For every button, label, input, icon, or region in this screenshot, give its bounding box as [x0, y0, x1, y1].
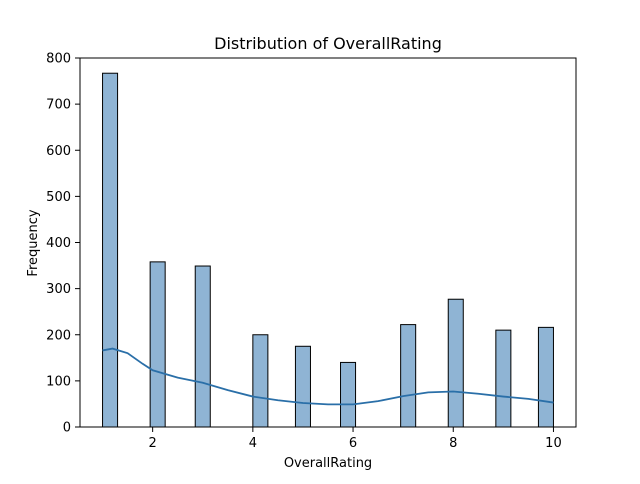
- y-tick-label: 0: [63, 421, 71, 436]
- y-axis-label: Frequency: [26, 209, 41, 276]
- x-tick-label: 10: [545, 436, 562, 451]
- x-tick-label: 2: [149, 436, 157, 451]
- x-tick-label: 6: [349, 436, 357, 451]
- bars-group: [102, 72, 554, 428]
- bar-10: [537, 326, 554, 428]
- bar-4: [252, 334, 269, 428]
- chart-title: Distribution of OverallRating: [214, 34, 442, 53]
- bar-3: [194, 265, 211, 428]
- x-axis-label: OverallRating: [284, 456, 372, 471]
- y-tick-label: 700: [46, 98, 71, 113]
- bar-8: [447, 298, 464, 428]
- y-axis-ticks: 0 100 200 300 400 500 600 700 800: [46, 52, 80, 436]
- bar-5: [294, 345, 311, 428]
- bar-7: [400, 324, 417, 428]
- x-axis-ticks: 2 4 6 8 10: [149, 427, 562, 451]
- bar-6: [340, 361, 357, 428]
- y-tick-label: 500: [46, 190, 71, 205]
- x-tick-label: 8: [449, 436, 457, 451]
- y-tick-label: 300: [46, 282, 71, 297]
- kde-curve: [102, 347, 554, 406]
- bar-1: [102, 72, 119, 428]
- x-tick-label: 4: [249, 436, 257, 451]
- y-tick-label: 200: [46, 328, 71, 343]
- bar-9: [495, 329, 512, 428]
- y-tick-label: 600: [46, 144, 71, 159]
- y-tick-label: 400: [46, 236, 71, 251]
- y-tick-label: 800: [46, 52, 71, 67]
- bar-2: [149, 261, 166, 428]
- y-tick-label: 100: [46, 374, 71, 389]
